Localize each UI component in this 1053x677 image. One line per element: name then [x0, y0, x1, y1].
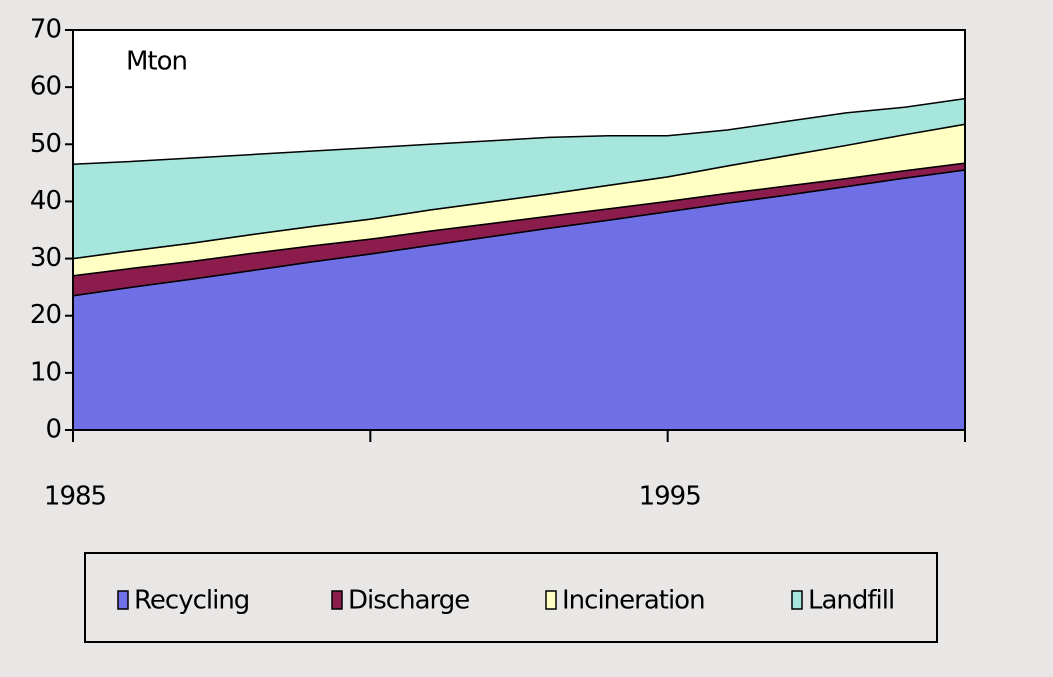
legend-swatch	[545, 590, 557, 610]
legend-swatch	[331, 590, 343, 610]
y-tick-label: 60	[30, 72, 61, 102]
y-tick-label: 40	[30, 186, 61, 216]
plot-border	[72, 29, 966, 431]
y-tick-label: 50	[30, 129, 61, 159]
y-tick-label: 30	[30, 243, 61, 273]
y-tick-label: 0	[45, 415, 61, 445]
legend-swatch	[117, 590, 129, 610]
y-tick-label: 70	[30, 15, 61, 45]
x-tick-label: 1985	[44, 482, 106, 512]
legend-label: Discharge	[348, 586, 469, 616]
legend-label: Recycling	[134, 586, 249, 616]
y-tick-label: 10	[30, 357, 61, 387]
legend-label: Incineration	[562, 586, 705, 616]
x-tick-label: 1995	[639, 482, 701, 512]
y-axis-label: Mton	[126, 47, 187, 77]
legend-label: Landfill	[808, 586, 894, 616]
legend-swatch	[791, 590, 803, 610]
y-tick-label: 20	[30, 300, 61, 330]
